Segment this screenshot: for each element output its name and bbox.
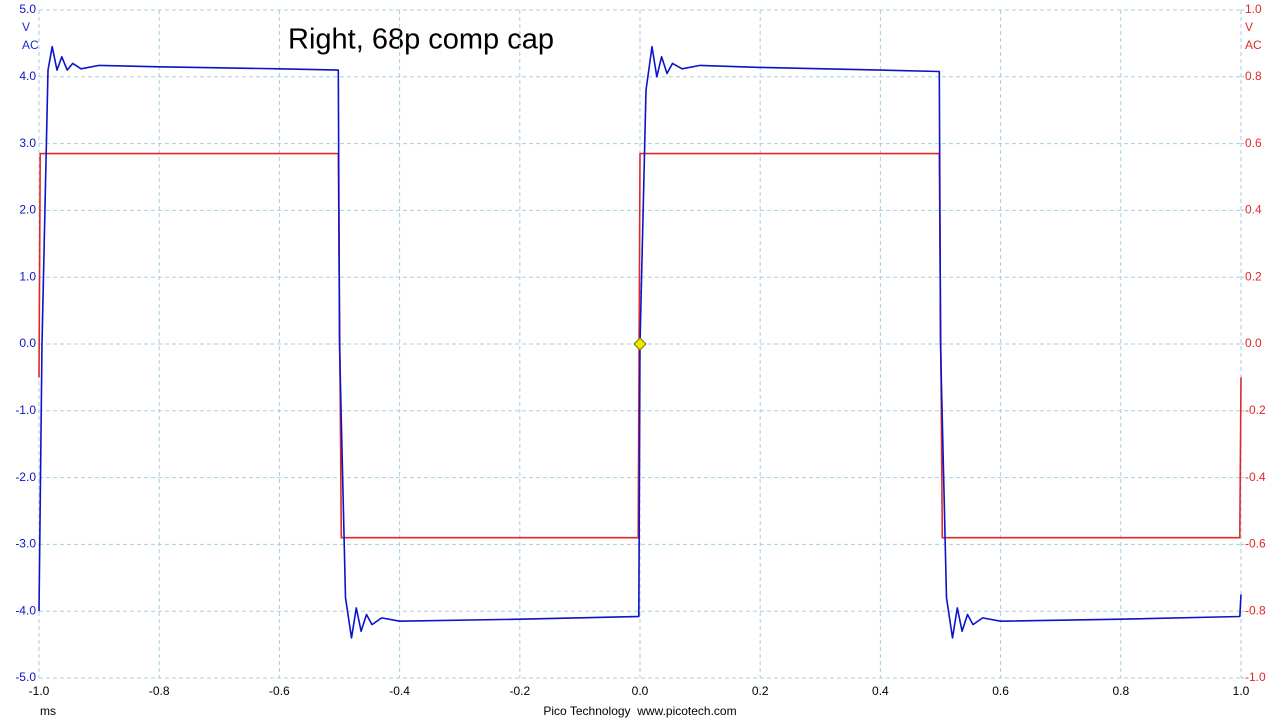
y2-tick-label: -0.4 (1245, 470, 1266, 484)
x-tick-label: -0.4 (389, 684, 410, 698)
x-tick-label: 0.4 (872, 684, 889, 698)
footer: Pico Technology www.picotech.com (543, 704, 736, 718)
y2-tick-label: -1.0 (1245, 670, 1266, 684)
y-coupling: AC (22, 38, 39, 52)
y-unit: V (22, 20, 30, 34)
x-tick-label: -0.6 (269, 684, 290, 698)
x-tick-label: 1.0 (1233, 684, 1250, 698)
y2-tick-label: -0.8 (1245, 603, 1266, 617)
x-tick-label: 0.0 (632, 684, 649, 698)
x-tick-label: 0.2 (752, 684, 769, 698)
y2-tick-label: -0.6 (1245, 537, 1266, 551)
y-tick-label: -4.0 (15, 603, 36, 617)
y-tick-label: 0.0 (19, 336, 36, 350)
y2-coupling: AC (1245, 38, 1262, 52)
y2-tick-label: 0.2 (1245, 269, 1262, 283)
x-tick-label: 0.8 (1112, 684, 1129, 698)
chart-title: Right, 68p comp cap (288, 24, 554, 56)
y-tick-label: 2.0 (19, 203, 36, 217)
y2-tick-label: -0.2 (1245, 403, 1266, 417)
x-unit: ms (40, 704, 56, 718)
y2-tick-label: 1.0 (1245, 2, 1262, 16)
x-tick-label: -1.0 (29, 684, 50, 698)
trigger-marker (633, 337, 647, 351)
y2-tick-label: 0.6 (1245, 136, 1262, 150)
y-tick-label: 5.0 (19, 2, 36, 16)
waveform (38, 45, 1242, 639)
y-tick-label: 1.0 (19, 269, 36, 283)
y2-unit: V (1245, 20, 1253, 34)
y-tick-label: 3.0 (19, 136, 36, 150)
y-tick-label: 4.0 (19, 69, 36, 83)
x-tick-label: -0.8 (149, 684, 170, 698)
y-tick-label: -3.0 (15, 537, 36, 551)
y2-tick-label: 0.8 (1245, 69, 1262, 83)
y-tick-label: -2.0 (15, 470, 36, 484)
y-tick-label: -5.0 (15, 670, 36, 684)
x-tick-label: 0.6 (992, 684, 1009, 698)
x-tick-label: -0.2 (509, 684, 530, 698)
y2-tick-label: 0.4 (1245, 203, 1262, 217)
y-tick-label: -1.0 (15, 403, 36, 417)
y2-tick-label: 0.0 (1245, 336, 1262, 350)
